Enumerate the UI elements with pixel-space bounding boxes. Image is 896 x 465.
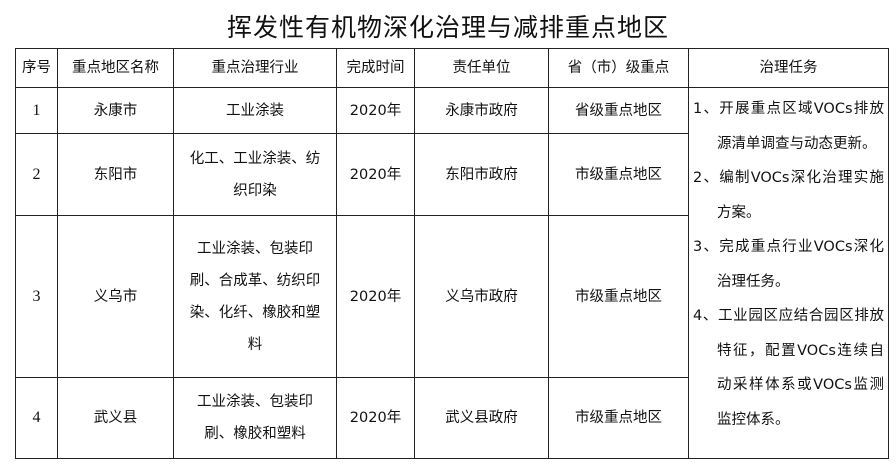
row-year: 2020年 (336, 133, 415, 216)
row-level: 省级重点地区 (548, 87, 689, 134)
task-item: 3、完成重点行业VOCs深化治理任务。 (693, 239, 884, 290)
row-no: 1 (15, 87, 58, 134)
row-no: 3 (15, 215, 58, 378)
tasks-cell: 1、开展重点区域VOCs排放源清单调查与动态更新。 2、编制VOCs深化治理实施… (688, 87, 889, 459)
task-item: 4、工业园区应结合园区排放特征，配置VOCs连续自动采样体系或VOCs监测监控体… (693, 308, 884, 428)
row-year: 2020年 (336, 87, 415, 134)
row-region: 武义县 (57, 377, 174, 459)
row-unit: 武义县政府 (414, 377, 549, 459)
row-no: 2 (15, 133, 58, 216)
row-industry: 工业涂装 (173, 87, 337, 134)
task-item: 2、编制VOCs深化治理实施方案。 (693, 170, 884, 221)
table-row: 4 武义县 工业涂装、包装印刷、橡胶和塑料 2020年 武义县政府 市级重点地区 (15, 377, 889, 459)
page-title: 挥发性有机物深化治理与减排重点地区 (226, 13, 669, 42)
header-industry: 重点治理行业 (173, 48, 337, 88)
row-year: 2020年 (336, 215, 415, 378)
row-level: 市级重点地区 (548, 215, 689, 378)
row-unit: 永康市政府 (414, 87, 549, 134)
row-industry: 化工、工业涂装、纺织印染 (173, 133, 337, 216)
row-industry: 工业涂装、包装印刷、橡胶和塑料 (173, 377, 337, 459)
task-item: 1、开展重点区域VOCs排放源清单调查与动态更新。 (693, 101, 884, 152)
header-year: 完成时间 (336, 48, 415, 88)
header-row: 序号 重点地区名称 重点治理行业 完成时间 责任单位 省（市）级重点 治理任务 (15, 48, 889, 88)
table-row: 2 东阳市 化工、工业涂装、纺织印染 2020年 东阳市政府 市级重点地区 (15, 133, 889, 216)
row-unit: 义乌市政府 (414, 215, 549, 378)
table-row: 3 义乌市 工业涂装、包装印刷、合成革、纺织印染、化纤、橡胶和塑料 2020年 … (15, 215, 889, 378)
row-level: 市级重点地区 (548, 377, 689, 459)
table-row: 1 永康市 工业涂装 2020年 永康市政府 省级重点地区 1、开展重点区域VO… (15, 87, 889, 459)
header-tasks: 治理任务 (688, 48, 889, 88)
key-regions-table: 序号 重点地区名称 重点治理行业 完成时间 责任单位 省（市）级重点 治理任务 … (15, 48, 889, 459)
row-year: 2020年 (336, 377, 415, 459)
row-no: 4 (15, 377, 58, 459)
row-region: 义乌市 (57, 215, 174, 378)
header-region: 重点地区名称 (57, 48, 174, 88)
header-unit: 责任单位 (414, 48, 549, 88)
row-industry: 工业涂装、包装印刷、合成革、纺织印染、化纤、橡胶和塑料 (173, 215, 337, 378)
row-region: 永康市 (57, 87, 174, 134)
header-no: 序号 (15, 48, 58, 88)
row-level: 市级重点地区 (548, 133, 689, 216)
header-level: 省（市）级重点 (548, 48, 689, 88)
row-unit: 东阳市政府 (414, 133, 549, 216)
row-region: 东阳市 (57, 133, 174, 216)
